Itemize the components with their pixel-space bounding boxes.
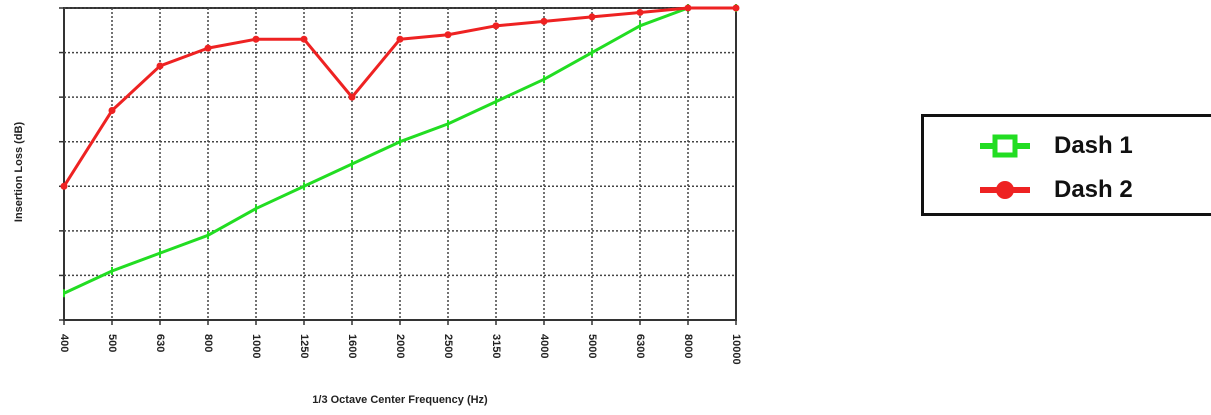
x-tick-label: 10000 bbox=[730, 334, 742, 365]
x-tick-label: 400 bbox=[58, 334, 70, 352]
x-tick-label: 1000 bbox=[250, 334, 262, 358]
legend-label-dash-1: Dash 1 bbox=[1054, 132, 1133, 159]
x-tick-label: 8000 bbox=[682, 334, 694, 358]
legend: Dash 1 Dash 2 bbox=[921, 114, 1211, 216]
x-tick-label: 3150 bbox=[490, 334, 502, 358]
data-point bbox=[588, 13, 596, 21]
x-tick-label: 5000 bbox=[586, 334, 598, 358]
data-point bbox=[396, 35, 404, 43]
series-2 bbox=[60, 4, 740, 190]
x-tick-label: 6300 bbox=[634, 334, 646, 358]
series-line bbox=[63, 6, 736, 295]
data-point bbox=[684, 4, 692, 12]
data-point bbox=[540, 17, 548, 25]
data-point bbox=[108, 107, 116, 115]
x-tick-label: 800 bbox=[202, 334, 214, 352]
data-point bbox=[492, 22, 500, 30]
x-tick-label: 630 bbox=[154, 334, 166, 352]
legend-swatch-dash-1 bbox=[980, 134, 1030, 158]
data-point bbox=[156, 62, 164, 70]
x-axis-label: 1/3 Octave Center Frequency (Hz) bbox=[312, 394, 488, 406]
data-point bbox=[300, 35, 308, 43]
legend-item-dash-1: Dash 1 bbox=[978, 131, 1133, 161]
data-point bbox=[444, 31, 452, 39]
data-point bbox=[204, 44, 212, 52]
data-point bbox=[60, 182, 68, 190]
x-tick-label: 1250 bbox=[298, 334, 310, 358]
legend-item-dash-2: Dash 2 bbox=[978, 175, 1133, 205]
grid bbox=[59, 7, 737, 325]
legend-swatch-dash-2 bbox=[980, 181, 1030, 199]
y-axis-label: Insertion Loss (dB) bbox=[13, 122, 25, 223]
data-point bbox=[348, 93, 356, 101]
data-point bbox=[636, 8, 644, 16]
data-point bbox=[252, 35, 260, 43]
x-tick-label: 2500 bbox=[442, 334, 454, 358]
x-tick-label: 2000 bbox=[394, 334, 406, 358]
x-tick-label: 4000 bbox=[538, 334, 550, 358]
x-tick-label: 500 bbox=[106, 334, 118, 352]
data-point bbox=[732, 4, 740, 12]
series-layer bbox=[60, 4, 740, 298]
legend-label-dash-2: Dash 2 bbox=[1054, 176, 1133, 203]
x-tick-labels: 400 500 630 800 1000 1250 1600 2000 2500 3150 4000… bbox=[58, 334, 742, 365]
x-tick-label: 1600 bbox=[346, 334, 358, 358]
